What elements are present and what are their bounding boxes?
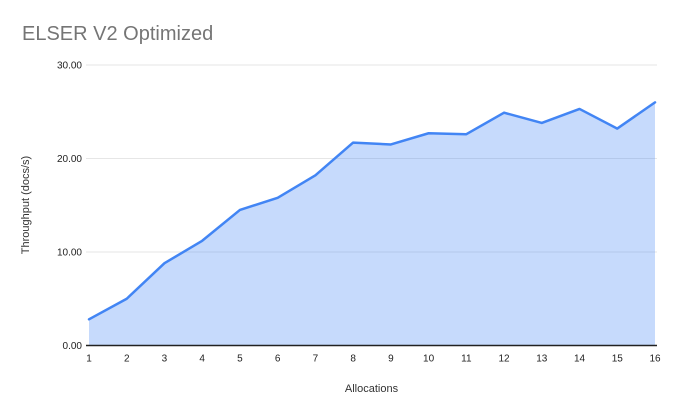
x-axis-title: Allocations <box>344 383 399 395</box>
x-tick-label: 4 <box>199 354 205 365</box>
x-tick-label: 16 <box>649 354 661 365</box>
y-tick-label: 0.00 <box>63 341 83 352</box>
x-tick-label: 13 <box>536 354 548 365</box>
area-fill <box>89 102 655 346</box>
chart-title: ELSER V2 Optimized <box>22 23 214 45</box>
y-tick-label: 10.00 <box>57 248 82 259</box>
y-tick-label: 20.00 <box>57 154 82 165</box>
y-axis-title: Throughput (docs/s) <box>20 155 32 255</box>
y-tick-label: 30.00 <box>57 61 82 72</box>
x-tick-label: 6 <box>275 354 281 365</box>
x-tick-label: 5 <box>237 354 243 365</box>
x-tick-label: 14 <box>574 354 586 365</box>
x-tick-label: 1 <box>86 354 92 365</box>
x-tick-label: 8 <box>350 354 356 365</box>
x-tick-label: 11 <box>461 354 472 365</box>
x-tick-label: 7 <box>313 354 319 365</box>
x-tick-label: 15 <box>612 354 624 365</box>
x-tick-label: 12 <box>499 354 511 365</box>
x-tick-label: 3 <box>162 354 168 365</box>
x-tick-label: 9 <box>388 354 394 365</box>
series-line <box>87 101 657 321</box>
x-tick-label: 10 <box>423 354 435 365</box>
x-tick-label: 2 <box>124 354 130 365</box>
